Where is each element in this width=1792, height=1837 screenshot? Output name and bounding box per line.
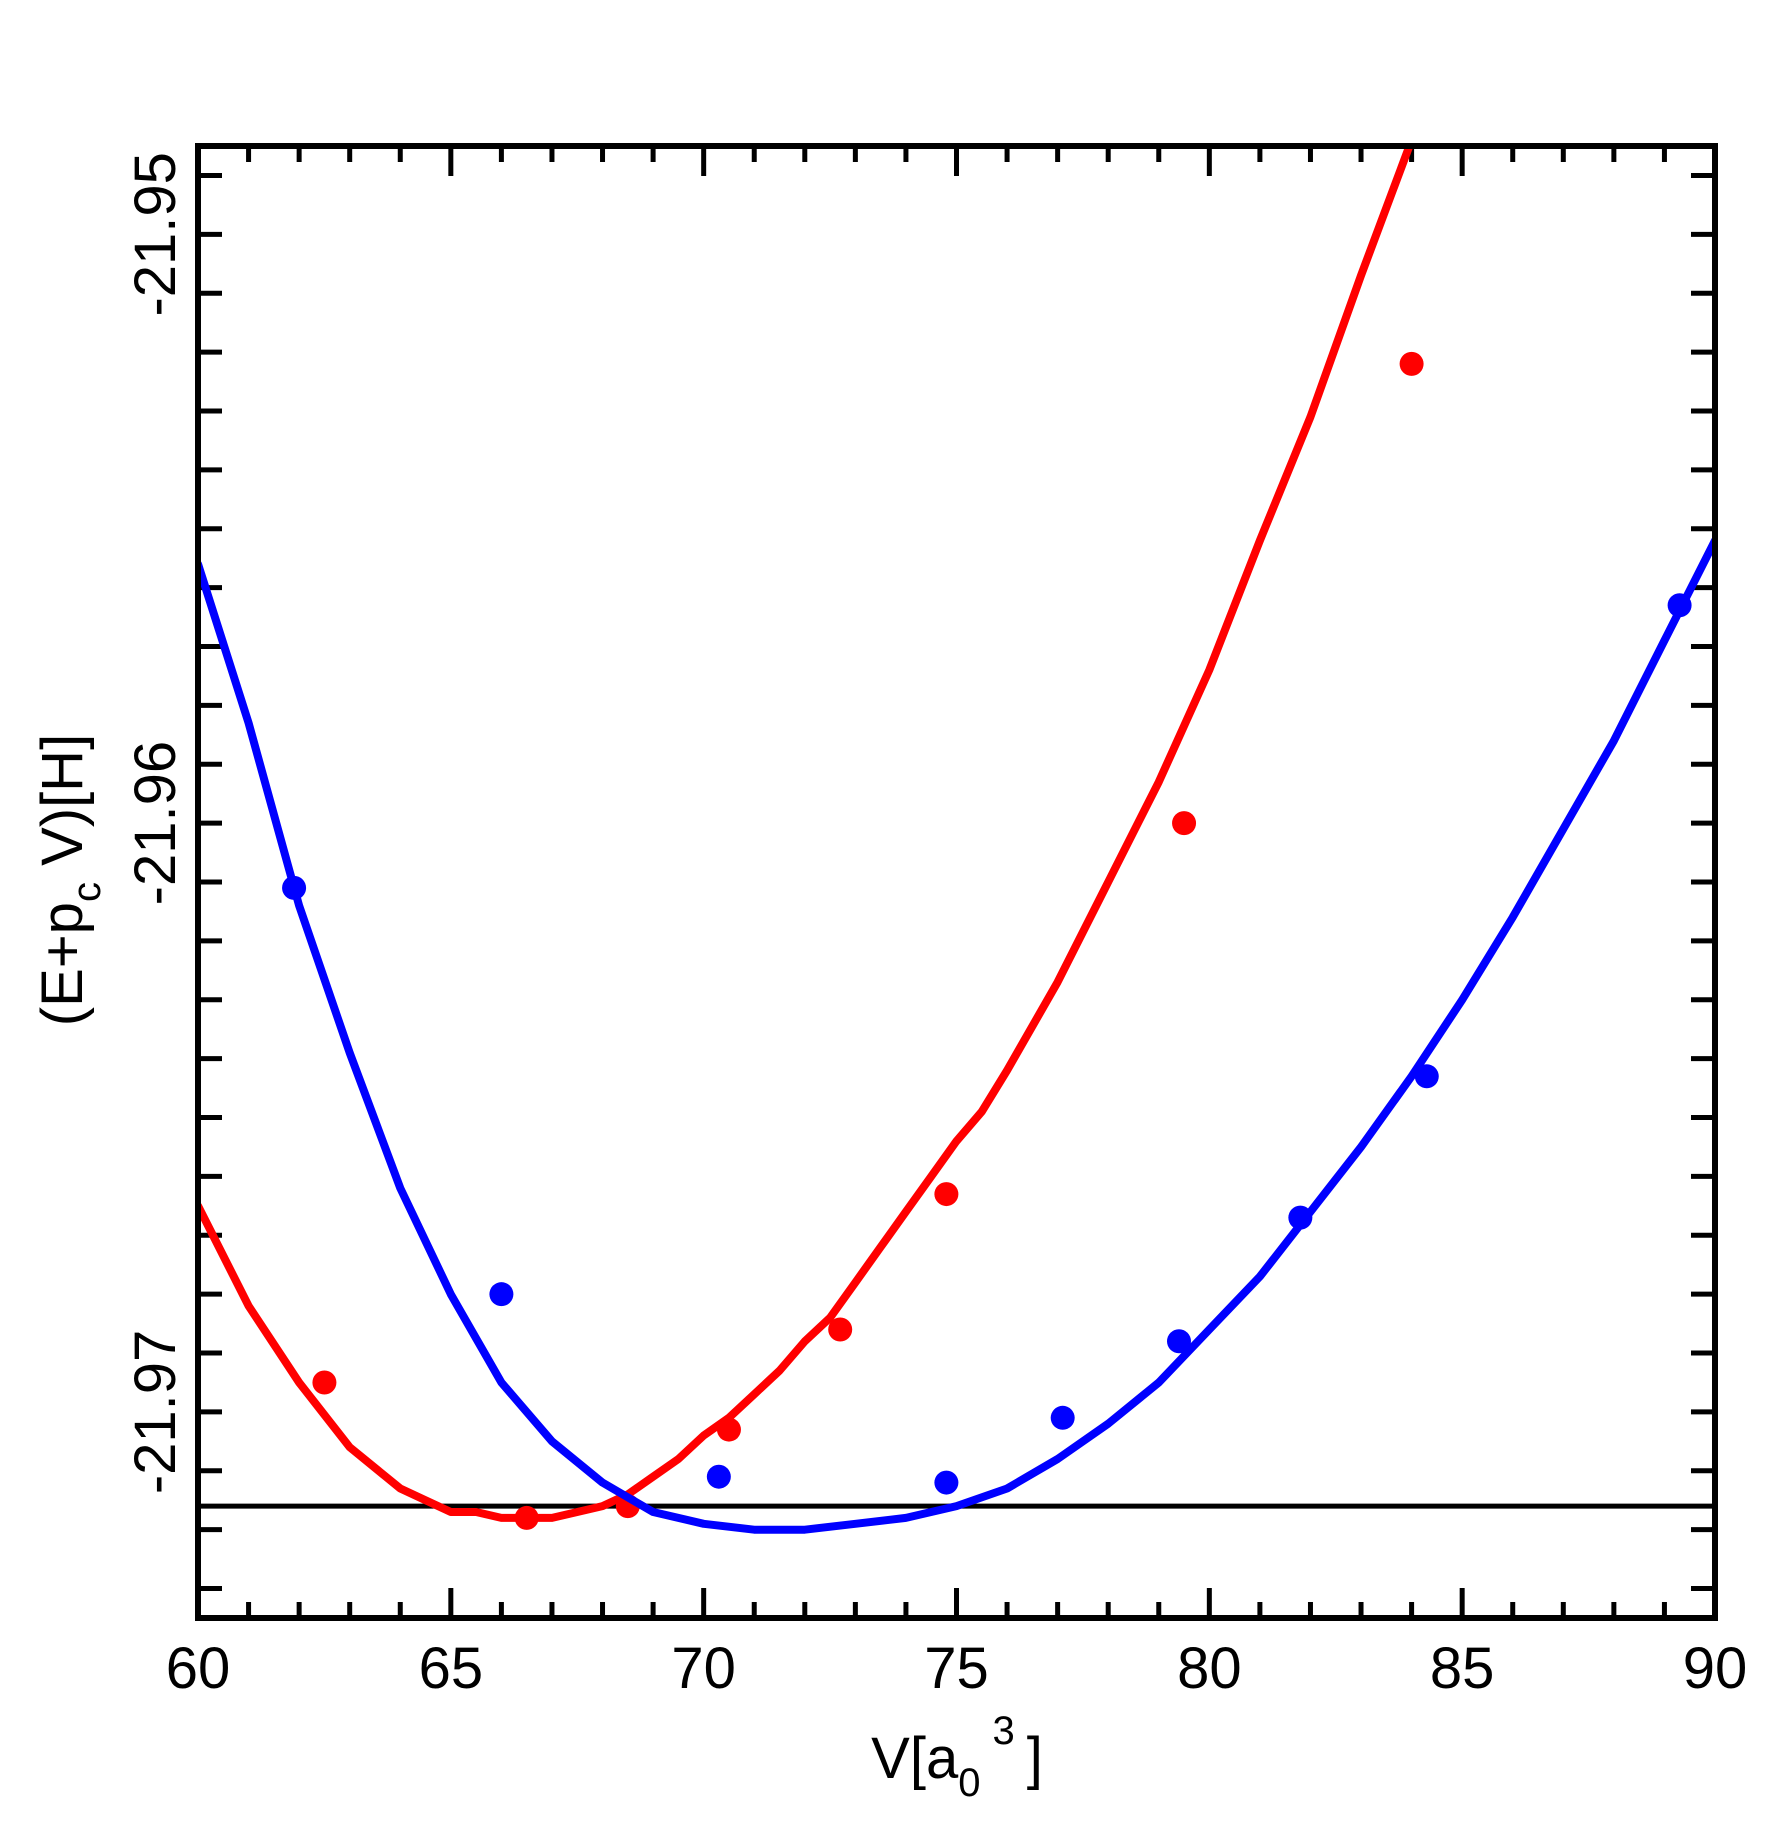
y-axis-title-subscript: c xyxy=(65,882,109,902)
series-blue-point xyxy=(1414,1064,1439,1089)
series-red-point xyxy=(312,1370,337,1395)
x-tick-label: 80 xyxy=(1177,1636,1242,1701)
plot-frame xyxy=(195,143,1718,1621)
y-tick-label: -21.95 xyxy=(123,152,188,316)
series-blue-point xyxy=(1050,1405,1075,1430)
series-blue-point xyxy=(1288,1205,1313,1230)
x-tick-label: 75 xyxy=(924,1636,989,1701)
series-blue-point xyxy=(489,1282,514,1307)
series-blue-point xyxy=(1667,593,1692,618)
y-tick-label: -21.97 xyxy=(123,1330,188,1494)
plot-area xyxy=(198,146,1715,1534)
x-axis-title: V[a03] xyxy=(871,1709,1043,1805)
series-blue-point xyxy=(282,875,307,900)
x-tick-label: 70 xyxy=(671,1636,736,1701)
y-tick-label: -21.96 xyxy=(123,741,188,905)
x-tick-label: 60 xyxy=(166,1636,231,1701)
series-red-point xyxy=(934,1182,959,1207)
x-tick-label: 85 xyxy=(1430,1636,1495,1701)
x-axis-title-base: V[a xyxy=(871,1726,959,1791)
x-tick-labels: 60 65 70 75 80 85 90 xyxy=(166,1636,1748,1701)
series-red-point xyxy=(514,1505,539,1530)
series-layer xyxy=(198,146,1715,1534)
x-axis-title-close: ] xyxy=(1027,1726,1043,1791)
series-blue-fit xyxy=(198,536,1715,1534)
x-axis-title-subscript: 0 xyxy=(958,1761,980,1805)
y-axis-title-rest: V)[H] xyxy=(30,734,95,882)
series-red-fit xyxy=(198,146,1414,1522)
x-tick-label: 65 xyxy=(419,1636,484,1701)
series-red-point xyxy=(716,1417,741,1442)
series-blue-point xyxy=(1166,1329,1191,1354)
tick-marks xyxy=(195,146,1718,1618)
x-tick-label: 90 xyxy=(1683,1636,1748,1701)
series-red-point xyxy=(1172,811,1197,836)
series-red-point xyxy=(1399,351,1424,376)
y-tick-labels: -21.95 -21.96 -21.97 xyxy=(123,152,188,1494)
x-axis-title-superscript: 3 xyxy=(992,1709,1014,1753)
series-red-point xyxy=(828,1317,853,1342)
y-axis-title-base: (E+p xyxy=(30,902,95,1026)
series-blue-point xyxy=(934,1470,959,1495)
y-axis-title: (E+pc V)[H] xyxy=(30,734,109,1026)
series-blue-point xyxy=(706,1464,731,1489)
